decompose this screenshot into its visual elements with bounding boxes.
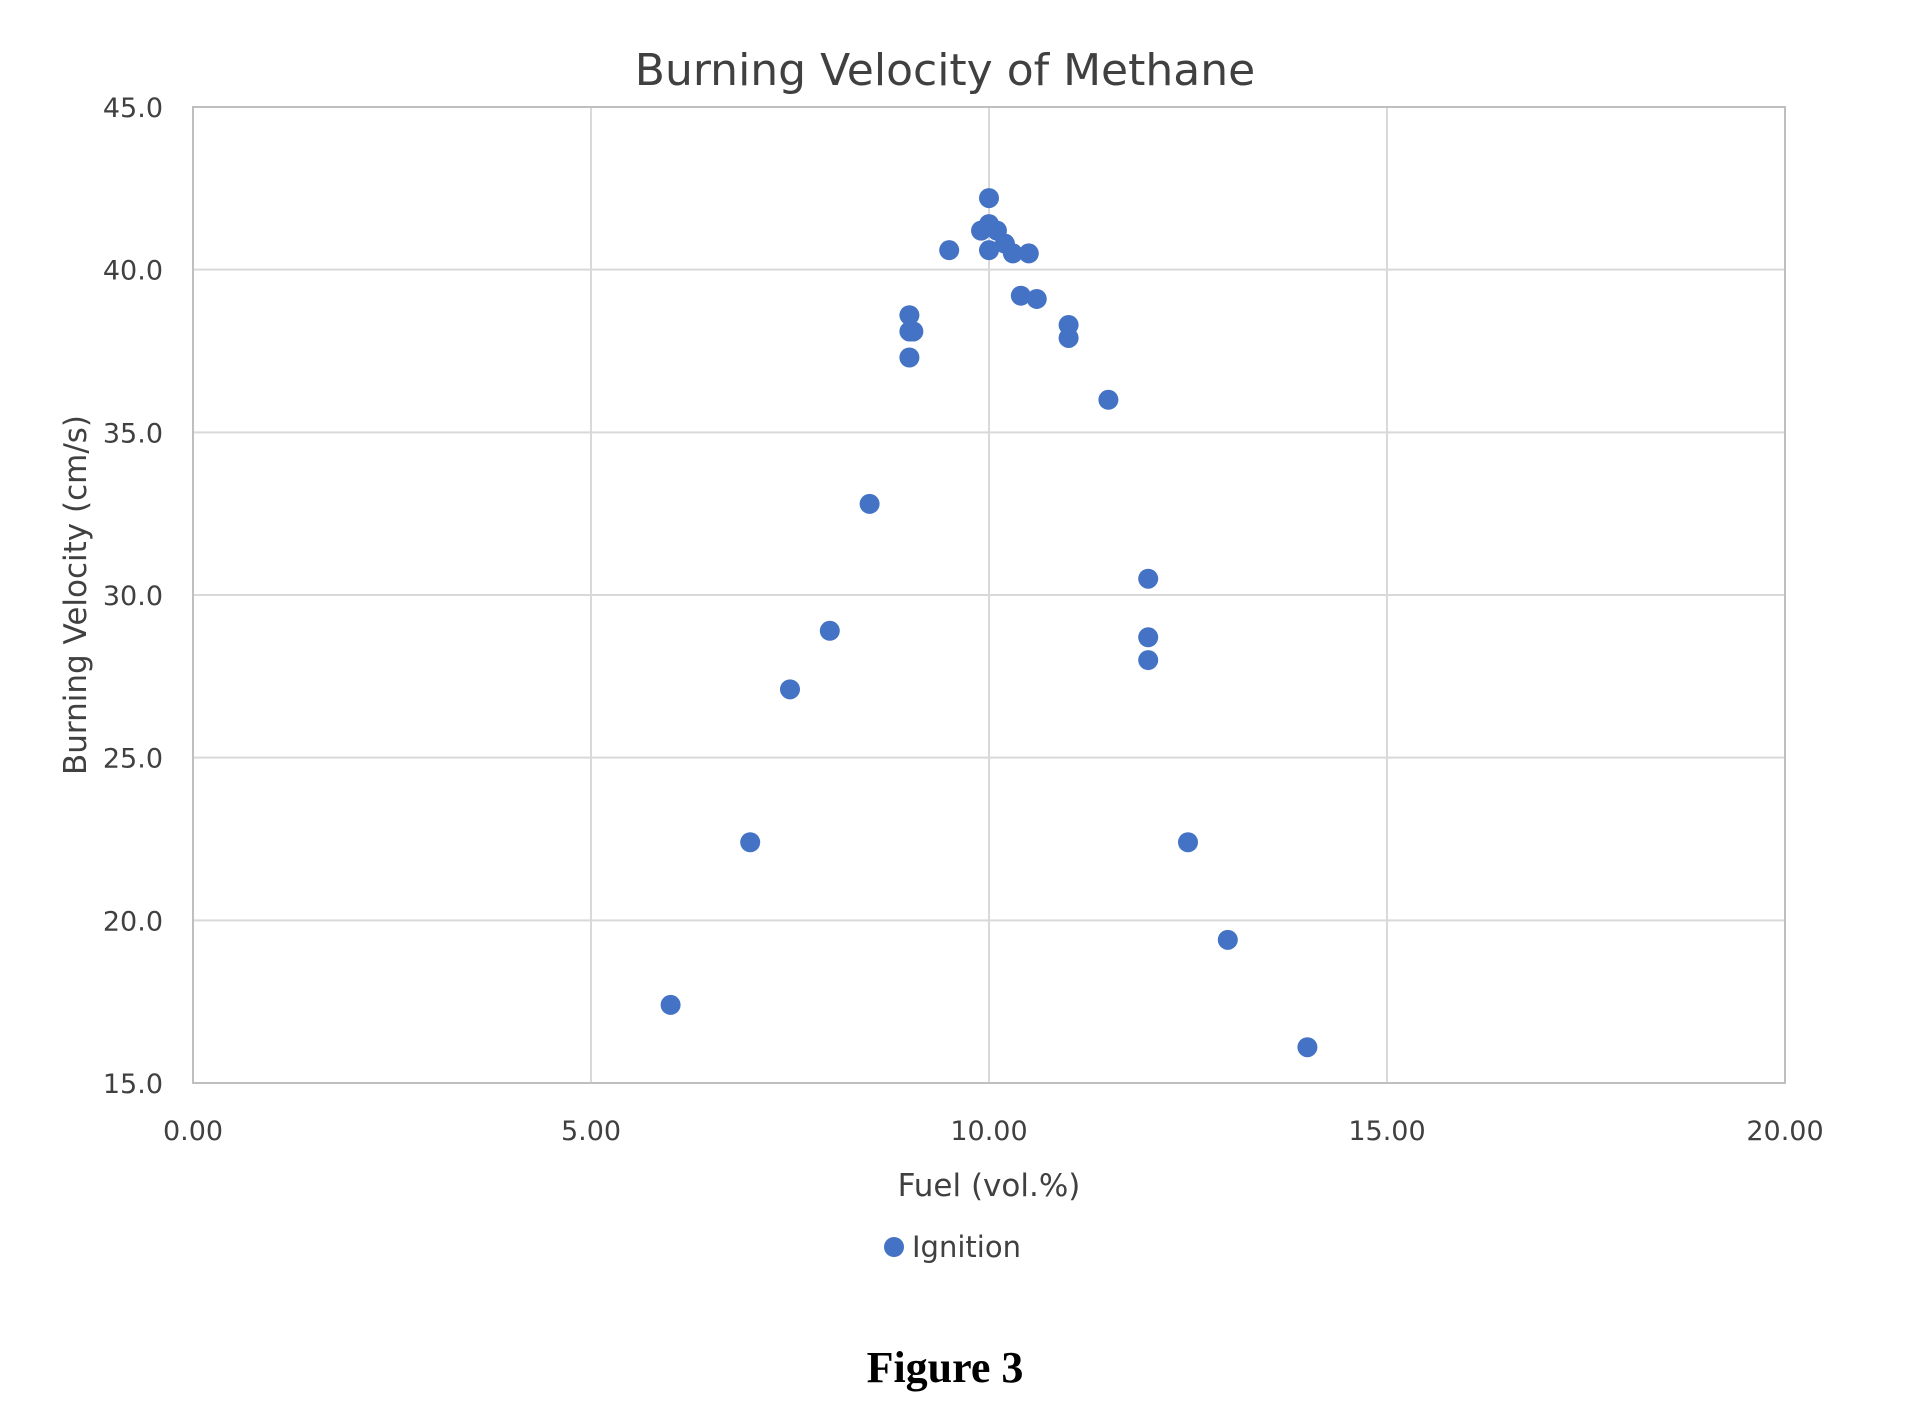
plot-area-border: [192, 106, 1786, 1084]
data-point: [1002, 243, 1023, 264]
data-point: [859, 493, 880, 514]
data-point: [660, 994, 681, 1015]
chart-title: Burning Velocity of Methane: [635, 45, 1255, 96]
y-tick-label: 25.0: [103, 744, 163, 775]
y-tick-label: 40.0: [103, 256, 163, 287]
x-tick-label: 10.00: [950, 1116, 1027, 1147]
x-tick-label: 0.00: [163, 1116, 223, 1147]
data-point: [939, 240, 960, 261]
x-axis-title: Fuel (vol.%): [898, 1168, 1081, 1204]
data-point: [1010, 285, 1031, 306]
data-point: [899, 305, 920, 326]
grid-lines: [192, 106, 1786, 1084]
data-point: [1138, 627, 1159, 648]
data-point: [979, 240, 999, 261]
data-point: [1058, 327, 1079, 348]
y-tick-label: 45.0: [103, 93, 163, 124]
data-point: [1138, 568, 1159, 589]
y-tick-label: 35.0: [103, 418, 163, 449]
data-point: [1026, 288, 1047, 309]
x-tick-label: 20.00: [1746, 1116, 1823, 1147]
legend-marker-ignition: [884, 1237, 904, 1257]
scatter-points: [660, 188, 1318, 1058]
data-point: [1018, 243, 1039, 264]
data-point: [740, 832, 761, 853]
data-point: [1178, 832, 1198, 853]
y-axis-title: Burning Velocity (cm/s): [58, 415, 94, 775]
x-tick-label: 5.00: [561, 1116, 621, 1147]
data-point: [1138, 650, 1159, 671]
y-axis-tick-labels: 15.0 20.0 25.0 30.0 35.0 40.0 45.0: [103, 93, 163, 1100]
data-point: [903, 321, 924, 342]
x-tick-label: 15.00: [1348, 1116, 1425, 1147]
data-point: [899, 347, 920, 368]
data-point: [1098, 389, 1119, 410]
data-point: [819, 620, 840, 641]
data-point: [1217, 929, 1238, 950]
figure-caption: Figure 3: [867, 1343, 1024, 1392]
legend-label-ignition: Ignition: [912, 1230, 1021, 1264]
y-tick-label: 30.0: [103, 581, 163, 612]
data-point: [979, 188, 999, 209]
y-tick-label: 20.0: [103, 906, 163, 937]
y-tick-label: 15.0: [103, 1069, 163, 1100]
data-point: [780, 679, 800, 700]
x-axis-tick-labels: 0.00 5.00 10.00 15.00 20.00: [163, 1116, 1824, 1147]
data-point: [1297, 1037, 1318, 1058]
legend: Ignition: [884, 1230, 1021, 1264]
